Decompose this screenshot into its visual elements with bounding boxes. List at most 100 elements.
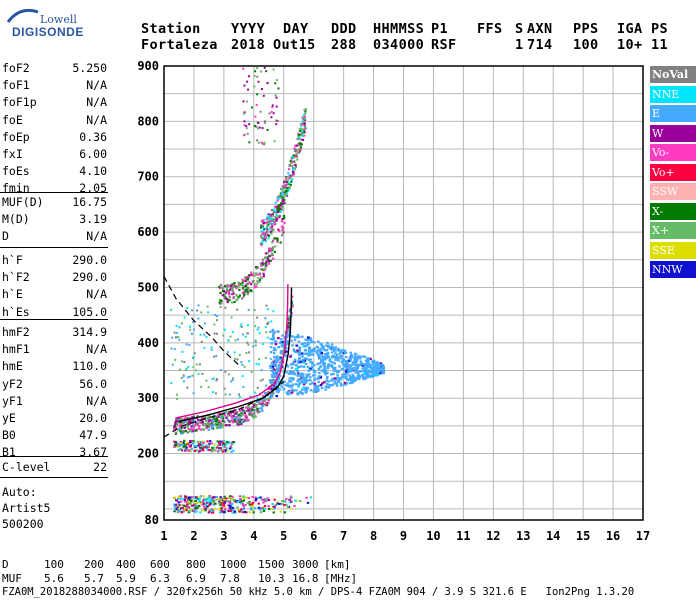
echo-point [235,294,238,297]
echo-point [237,423,240,426]
echo-point [221,450,225,453]
echo-point [248,501,251,504]
echo-point [273,250,276,253]
echo-point [202,502,206,505]
echo-point [274,82,277,85]
echo-point [213,446,216,449]
echo-point [269,379,273,382]
echo-point [273,346,276,350]
echo-point [294,383,298,386]
echo-point [223,328,226,331]
echo-point [249,395,252,398]
echo-point [258,332,261,335]
x-tick-label: 4 [250,529,257,543]
footer-muf-cell: 5.7 [84,572,104,585]
echo-point [275,361,278,364]
echo-point [237,283,240,286]
echo-point [187,449,190,452]
echo-point [224,306,227,309]
echo-point [242,418,245,421]
echo-point [337,369,341,372]
x-tick-label: 15 [576,529,590,543]
echo-point [182,380,185,383]
echo-point [261,405,264,408]
param-value: N/A [86,393,107,408]
echo-point [248,75,251,78]
param-name: fmin [2,181,30,196]
echo-point [255,404,258,407]
echo-point [231,410,234,413]
echo-point [272,352,276,355]
echo-point [181,507,185,510]
echo-point [276,237,279,240]
footer-distance-cell: 400 [116,558,136,571]
echo-point [276,199,279,202]
echo-point [278,357,281,361]
echo-point [271,241,274,244]
echo-point [247,276,250,279]
param-name: foF1 [2,78,30,93]
echo-point [318,357,321,360]
echo-point [215,417,219,420]
echo-point [371,363,375,366]
echo-point [316,362,320,366]
echo-point [292,167,295,170]
echo-point [327,363,331,366]
echo-point [255,273,258,276]
echo-point [240,500,244,503]
echo-point [208,419,211,423]
echo-point [186,376,189,379]
echo-point [297,340,301,343]
echo-point [300,124,303,127]
echo-point [235,411,239,414]
echo-point [266,251,269,255]
echo-point [274,245,277,248]
echo-point [270,209,274,212]
echo-point [278,194,281,198]
echo-point [271,365,275,368]
echo-point [228,424,231,427]
echo-point [238,499,241,502]
legend-item-x: X+ [650,222,696,239]
echo-point [185,509,188,512]
logo-line2: DIGISONDE [12,25,84,39]
echo-point [359,355,363,358]
echo-point [247,88,250,91]
echo-point [302,383,306,386]
echo-point [323,371,327,374]
echo-point [344,356,348,359]
echo-point [313,387,317,390]
echo-point [293,147,296,150]
echo-point [298,391,301,394]
echo-point [177,497,180,500]
echo-point [368,364,371,368]
echo-point [275,105,278,108]
echo-point [242,112,245,115]
echo-point [215,425,219,429]
echo-point [226,418,229,421]
echo-point [233,412,236,415]
echo-point [262,267,266,271]
echo-point [207,445,211,448]
echo-point [207,495,211,498]
echo-point [351,380,355,383]
echo-point [176,393,179,396]
echo-point [298,500,302,503]
echo-point [238,353,241,356]
echo-point [353,379,357,383]
echo-point [201,440,205,443]
echo-point [281,189,284,192]
echo-point [247,497,250,500]
echo-point [218,511,222,514]
echo-point [350,376,354,380]
echo-point [238,288,241,292]
echo-point [274,348,277,352]
header-row1-cell: S [515,21,524,37]
echo-point [204,509,207,512]
echo-point [197,317,200,320]
echo-point [216,444,220,447]
echo-point [262,275,265,278]
echo-point [283,194,286,197]
echo-point [279,338,283,341]
x-tick-label: 11 [456,529,470,543]
